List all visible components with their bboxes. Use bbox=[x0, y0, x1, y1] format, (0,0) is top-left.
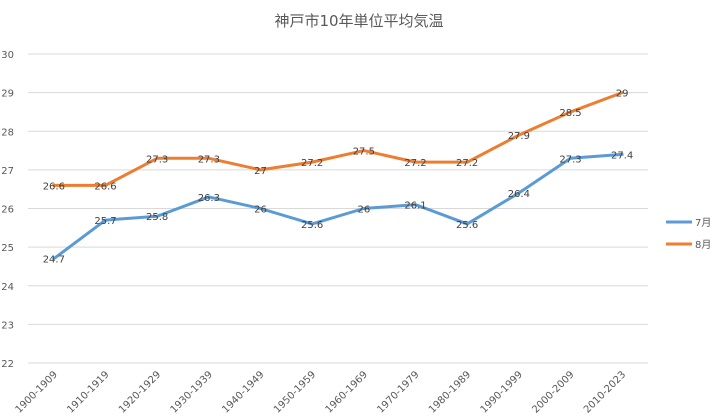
data-label: 26 bbox=[357, 205, 370, 216]
data-label: 26 bbox=[254, 205, 267, 216]
data-label: 27.9 bbox=[508, 131, 530, 142]
series-lines bbox=[52, 91, 624, 261]
data-label: 24.7 bbox=[43, 255, 65, 266]
x-tick-label: 1930-1939 bbox=[169, 369, 215, 415]
y-tick-label: 28 bbox=[1, 127, 14, 138]
x-axis-ticks: 1900-1909 1910-1919 1920-1929 1930-1939 1940… bbox=[14, 369, 629, 415]
data-label: 27.2 bbox=[456, 158, 478, 169]
data-label: 27.3 bbox=[146, 154, 168, 165]
y-tick-label: 30 bbox=[1, 50, 14, 61]
data-label: 26.3 bbox=[198, 193, 220, 204]
data-labels: 24.7 25.7 25.8 26.3 26 25.6 26 26.1 25.6 26.4 27.3… bbox=[43, 89, 634, 266]
x-tick-label: 1900-1909 bbox=[14, 369, 60, 415]
y-tick-label: 23 bbox=[1, 320, 14, 331]
y-tick-label: 29 bbox=[1, 89, 14, 100]
data-label: 27.2 bbox=[404, 158, 426, 169]
x-tick-label: 1980-1989 bbox=[427, 369, 473, 415]
data-label: 26.4 bbox=[508, 189, 530, 200]
gridlines bbox=[28, 53, 648, 364]
data-label: 25.6 bbox=[301, 220, 323, 231]
data-label: 27.4 bbox=[611, 150, 633, 161]
series-line bbox=[52, 91, 624, 187]
data-label: 25.6 bbox=[456, 220, 478, 231]
data-label: 26.6 bbox=[94, 181, 116, 192]
y-tick-label: 24 bbox=[1, 282, 14, 293]
series-line bbox=[52, 152, 624, 261]
legend-label: 7月 bbox=[695, 217, 711, 229]
x-tick-label: 1950-1959 bbox=[272, 369, 318, 415]
x-tick-label: 1940-1949 bbox=[220, 369, 266, 415]
x-tick-label: 1920-1929 bbox=[117, 369, 163, 415]
data-label: 26.6 bbox=[43, 181, 65, 192]
legend-label: 8月 bbox=[695, 239, 711, 251]
data-label: 27.2 bbox=[301, 158, 323, 169]
data-label: 27 bbox=[254, 166, 267, 177]
y-tick-label: 25 bbox=[1, 243, 14, 254]
y-tick-label: 22 bbox=[1, 359, 14, 370]
data-label: 27.5 bbox=[353, 147, 375, 158]
data-label: 27.3 bbox=[559, 154, 581, 165]
x-tick-label: 2010-2023 bbox=[582, 369, 628, 415]
x-tick-label: 1910-1919 bbox=[65, 369, 111, 415]
x-tick-label: 1990-1999 bbox=[479, 369, 525, 415]
y-tick-label: 26 bbox=[1, 205, 14, 216]
y-axis-ticks: 22 23 24 25 26 27 28 29 30 bbox=[1, 50, 14, 370]
data-label: 27.3 bbox=[198, 154, 220, 165]
data-label: 29 bbox=[616, 89, 629, 100]
x-tick-label: 2000-2009 bbox=[530, 369, 576, 415]
legend: 7月 8月 bbox=[666, 217, 711, 251]
x-tick-label: 1970-1979 bbox=[375, 369, 421, 415]
x-tick-label: 1960-1969 bbox=[324, 369, 370, 415]
data-label: 25.8 bbox=[146, 212, 168, 223]
y-tick-label: 27 bbox=[1, 166, 14, 177]
data-label: 25.7 bbox=[94, 216, 116, 227]
data-label: 28.5 bbox=[559, 108, 581, 119]
data-label: 26.1 bbox=[404, 201, 426, 212]
chart-title: 神戸市10年単位平均気温 bbox=[274, 12, 443, 30]
